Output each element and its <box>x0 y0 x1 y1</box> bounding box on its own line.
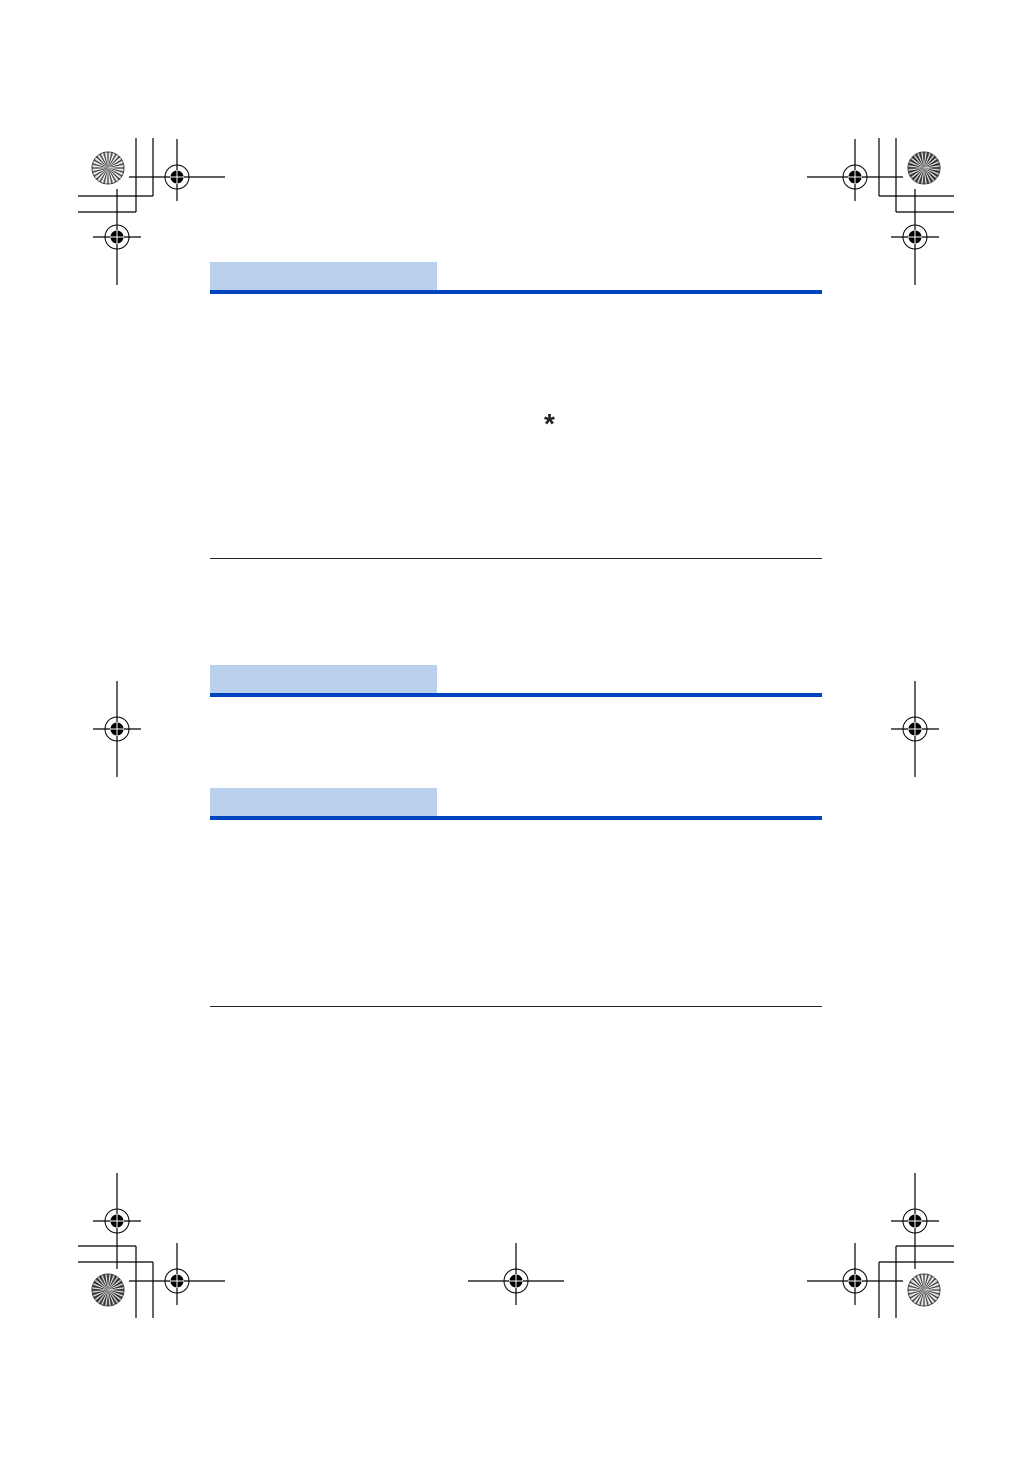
color-starburst-icon <box>91 1273 125 1307</box>
section-divider <box>210 558 822 559</box>
color-starburst-icon <box>907 1273 941 1307</box>
color-starburst-icon <box>907 151 941 185</box>
registration-mark-icon <box>129 1243 225 1305</box>
registration-mark-icon <box>129 139 225 201</box>
registration-mark-icon <box>891 1173 939 1269</box>
section-divider <box>210 1006 822 1007</box>
color-starburst-icon <box>91 151 125 185</box>
section-header-tab <box>210 665 437 693</box>
registration-mark-icon <box>807 1243 903 1305</box>
registration-mark-icon <box>468 1243 564 1305</box>
registration-mark-icon <box>93 1173 141 1269</box>
asterisk-note-marker: * <box>544 408 555 439</box>
registration-mark-icon <box>807 139 903 201</box>
section-header-tab <box>210 262 437 290</box>
registration-mark-icon <box>891 681 939 777</box>
registration-mark-icon <box>891 189 939 285</box>
section-header-tab <box>210 788 437 816</box>
section-header-rule <box>210 816 822 820</box>
registration-mark-icon <box>93 189 141 285</box>
registration-mark-icon <box>93 681 141 777</box>
section-header-rule <box>210 693 822 697</box>
section-header-rule <box>210 290 822 294</box>
